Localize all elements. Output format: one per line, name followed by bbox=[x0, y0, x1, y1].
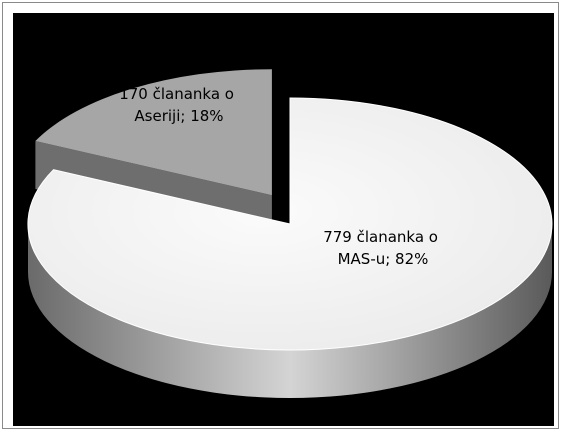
data-label-mas-u-line-1: 779 člananka o bbox=[323, 228, 438, 246]
data-label-aseriji: 170 člananka o Aseriji; 18% bbox=[119, 85, 239, 125]
slice-aseriji bbox=[35, 69, 272, 196]
data-label-mas-u: 779 člananka o MAS-u; 82% bbox=[323, 228, 443, 268]
data-label-mas-u-line-2: MAS-u; 82% bbox=[338, 250, 429, 268]
slice-mas-u-side bbox=[28, 224, 552, 398]
plot-area: 779 člananka o MAS-u; 82% 170 člananka o… bbox=[13, 13, 554, 426]
data-label-aseriji-line-2: Aseriji; 18% bbox=[134, 107, 223, 125]
slice-mas-u bbox=[27, 97, 553, 351]
pie-chart: 779 člananka o MAS-u; 82% 170 člananka o… bbox=[27, 69, 553, 398]
chart-frame: 779 člananka o MAS-u; 82% 170 člananka o… bbox=[2, 2, 559, 429]
data-label-aseriji-line-1: 170 člananka o bbox=[119, 85, 234, 103]
